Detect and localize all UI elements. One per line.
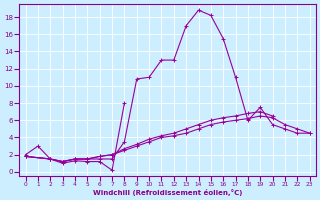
X-axis label: Windchill (Refroidissement éolien,°C): Windchill (Refroidissement éolien,°C) xyxy=(93,189,242,196)
